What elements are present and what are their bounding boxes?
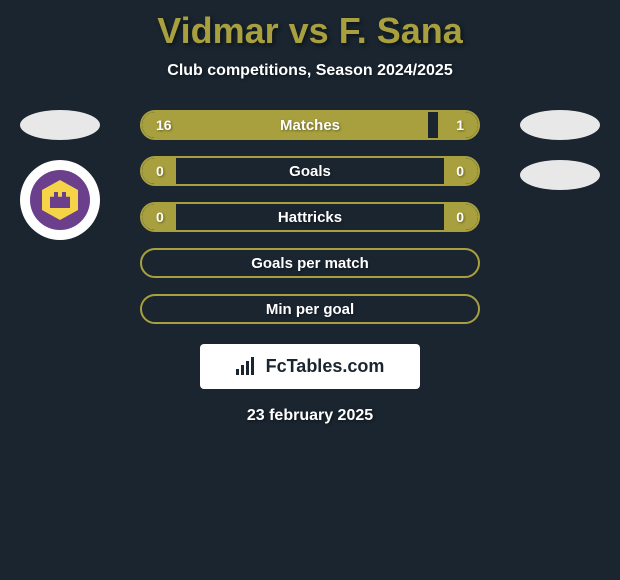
date-text: 23 february 2025 xyxy=(0,407,620,425)
brand-box: FcTables.com xyxy=(200,344,420,389)
stat-row-hattricks: 0 Hattricks 0 xyxy=(140,202,480,232)
stat-row-matches: 16 Matches 1 xyxy=(140,110,480,140)
stat-rows: 16 Matches 1 0 Goals 0 0 Hattricks 0 Goa… xyxy=(140,110,480,324)
stat-right-value: 0 xyxy=(456,209,464,225)
stat-right-value: 0 xyxy=(456,163,464,179)
brand-bar xyxy=(251,357,254,375)
stat-right-value: 1 xyxy=(456,117,464,133)
brand-chart-icon xyxy=(236,357,260,377)
stat-label: Min per goal xyxy=(266,301,354,318)
brand-bar xyxy=(241,365,244,375)
logo-circle xyxy=(30,170,90,230)
right-player-avatar xyxy=(520,110,600,140)
stat-label: Goals per match xyxy=(251,255,369,272)
logo-castle-icon xyxy=(50,192,70,208)
stat-label: Matches xyxy=(280,117,340,134)
brand-text: FcTables.com xyxy=(266,356,385,377)
right-player-column xyxy=(520,110,600,190)
right-club-placeholder xyxy=(520,160,600,190)
stats-container: 16 Matches 1 0 Goals 0 0 Hattricks 0 Goa… xyxy=(0,110,620,324)
stat-row-goals-per-match: Goals per match xyxy=(140,248,480,278)
left-player-column xyxy=(20,110,100,240)
page-title: Vidmar vs F. Sana xyxy=(0,0,620,52)
left-club-logo xyxy=(20,160,100,240)
left-player-avatar xyxy=(20,110,100,140)
brand-bar xyxy=(246,361,249,375)
stat-left-value: 0 xyxy=(156,209,164,225)
logo-shield-icon xyxy=(42,180,78,220)
stat-left-value: 16 xyxy=(156,117,172,133)
stat-label: Goals xyxy=(289,163,331,180)
stat-row-min-per-goal: Min per goal xyxy=(140,294,480,324)
stat-left-value: 0 xyxy=(156,163,164,179)
stat-row-goals: 0 Goals 0 xyxy=(140,156,480,186)
brand-bar xyxy=(236,369,239,375)
subtitle: Club competitions, Season 2024/2025 xyxy=(0,62,620,80)
stat-label: Hattricks xyxy=(278,209,342,226)
